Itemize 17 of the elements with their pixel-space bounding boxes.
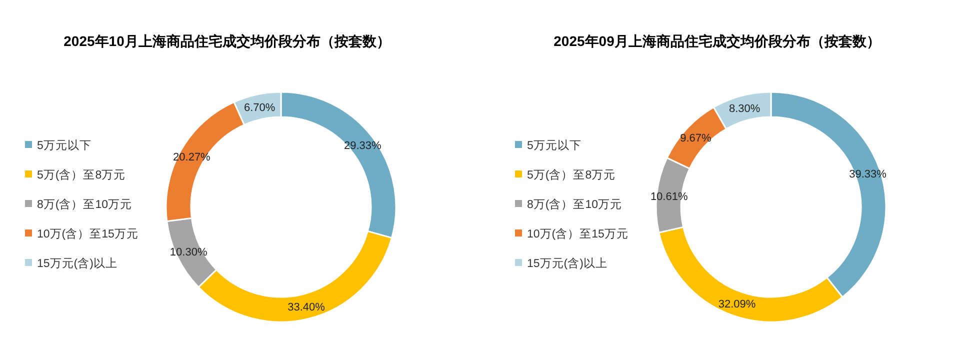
legend-label: 5万(含）至8万元 xyxy=(527,168,616,182)
legend-label: 15万元(含)以上 xyxy=(527,257,608,270)
legend-label: 8万(含）至10万元 xyxy=(37,198,132,211)
chart-title: 2025年10月上海商品住宅成交均价段分布（按套数） xyxy=(64,33,390,49)
legend-label: 5万(含）至8万元 xyxy=(37,168,126,182)
legend-label: 15万元(含)以上 xyxy=(37,257,118,270)
data-label: 6.70% xyxy=(244,102,276,114)
data-label: 9.67% xyxy=(680,132,712,144)
chart-title: 2025年09月上海商品住宅成交均价段分布（按套数） xyxy=(554,33,880,49)
legend-label: 5万元以下 xyxy=(37,139,92,152)
legend-label: 5万元以下 xyxy=(527,139,582,152)
data-label: 8.30% xyxy=(728,102,760,115)
legend-label: 8万(含）至10万元 xyxy=(527,198,622,211)
data-label: 32.09% xyxy=(718,298,756,311)
legend-label: 10万(含）至15万元 xyxy=(527,228,628,240)
legend-label: 10万(含）至15万元 xyxy=(37,228,138,240)
data-label: 33.40% xyxy=(288,301,326,314)
